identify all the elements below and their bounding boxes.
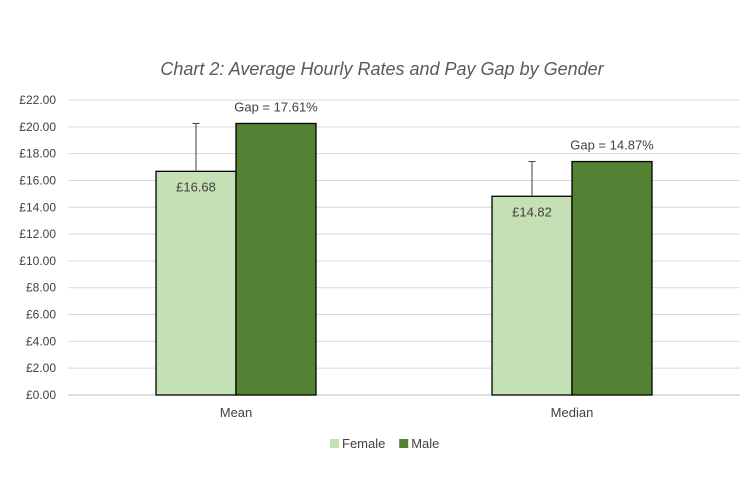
category-label: Median [551,405,594,420]
y-tick-label: £4.00 [26,334,56,348]
y-axis-ticks: £0.00 £2.00 £4.00 £6.00 £8.00 £10.00 £12.00 £14… [19,93,56,402]
legend-label: Female [342,436,385,451]
y-tick-label: £12.00 [19,227,56,241]
bar-female [491,195,573,396]
bars [155,122,653,396]
y-tick-label: £22.00 [19,93,56,107]
gap-label: Gap = 17.61% [234,99,318,114]
y-tick-label: £10.00 [19,254,56,268]
chart-title: Chart 2: Average Hourly Rates and Pay Ga… [160,59,604,79]
y-tick-label: £14.00 [19,200,56,214]
y-tick-label: £2.00 [26,361,56,375]
error-bars [192,122,536,197]
y-tick-label: £6.00 [26,308,56,322]
y-tick-label: £0.00 [26,388,56,402]
female-value-label: £16.68 [176,179,216,194]
category-label: Mean [220,405,253,420]
y-tick-label: £16.00 [19,173,56,187]
bar-male [235,122,317,396]
female-value-label: £14.82 [512,204,552,219]
y-tick-label: £18.00 [19,147,56,161]
x-axis-categories: Mean Median [220,405,594,420]
legend: Female Male [330,436,439,451]
legend-swatch [330,439,339,448]
y-tick-label: £8.00 [26,281,56,295]
legend-label: Male [411,436,439,451]
bar-male [571,160,653,396]
gap-label: Gap = 14.87% [570,138,654,153]
data-labels: £16.68 Gap = 17.61% £14.82 Gap = 14.87% [176,99,654,219]
y-tick-label: £20.00 [19,120,56,134]
legend-swatch [399,439,409,448]
bar-female [155,170,237,396]
